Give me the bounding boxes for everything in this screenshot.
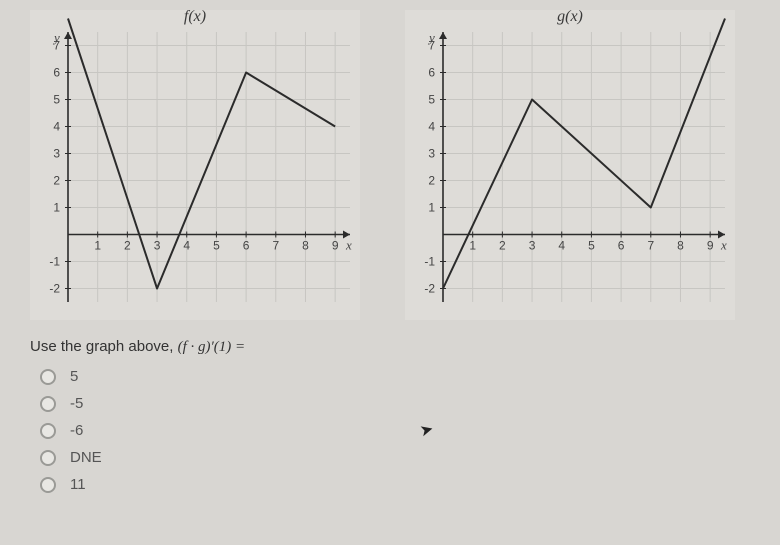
svg-text:-1: -1 — [424, 255, 435, 269]
chart-g-title: g(x) — [557, 8, 583, 26]
option-row[interactable]: DNE — [40, 449, 750, 466]
radio-icon[interactable] — [40, 450, 56, 466]
svg-text:6: 6 — [428, 66, 435, 80]
svg-text:9: 9 — [707, 239, 714, 253]
svg-text:7: 7 — [272, 239, 279, 253]
svg-text:8: 8 — [302, 239, 309, 253]
svg-text:1: 1 — [428, 201, 435, 215]
svg-text:1: 1 — [94, 239, 101, 253]
svg-text:3: 3 — [529, 239, 536, 253]
svg-text:1: 1 — [469, 239, 476, 253]
chart-g-wrap: g(x) 123456789-2-11234567xy — [405, 10, 735, 320]
svg-text:9: 9 — [332, 239, 339, 253]
option-row[interactable]: 11 — [40, 476, 750, 493]
svg-text:3: 3 — [154, 239, 161, 253]
svg-text:4: 4 — [53, 120, 60, 134]
svg-text:-2: -2 — [49, 282, 60, 296]
svg-text:4: 4 — [183, 239, 190, 253]
chart-f: 123456789-2-11234567xy — [30, 10, 360, 320]
svg-text:y: y — [427, 30, 435, 45]
option-label: -5 — [70, 395, 83, 412]
svg-text:8: 8 — [677, 239, 684, 253]
option-row[interactable]: 5 — [40, 368, 750, 385]
options-list: 5 -5 -6 DNE 11 — [30, 368, 750, 493]
radio-icon[interactable] — [40, 369, 56, 385]
svg-text:5: 5 — [213, 239, 220, 253]
svg-text:3: 3 — [428, 147, 435, 161]
svg-text:5: 5 — [53, 93, 60, 107]
svg-text:x: x — [720, 238, 727, 253]
svg-text:2: 2 — [499, 239, 506, 253]
option-label: 5 — [70, 368, 78, 385]
svg-text:2: 2 — [428, 174, 435, 188]
radio-icon[interactable] — [40, 423, 56, 439]
svg-text:6: 6 — [243, 239, 250, 253]
chart-g: 123456789-2-11234567xy — [405, 10, 735, 320]
option-label: -6 — [70, 422, 83, 439]
chart-f-title: f(x) — [184, 8, 206, 26]
svg-text:-1: -1 — [49, 255, 60, 269]
svg-text:3: 3 — [53, 147, 60, 161]
question-math: (f · g)′(1) = — [178, 339, 246, 355]
svg-text:5: 5 — [428, 93, 435, 107]
svg-text:6: 6 — [53, 66, 60, 80]
svg-text:6: 6 — [618, 239, 625, 253]
option-row[interactable]: -6 — [40, 422, 750, 439]
svg-text:1: 1 — [53, 201, 60, 215]
radio-icon[interactable] — [40, 396, 56, 412]
option-row[interactable]: -5 — [40, 395, 750, 412]
svg-text:x: x — [345, 238, 352, 253]
question-area: Use the graph above, (f · g)′(1) = 5 -5 -6… — [0, 320, 780, 493]
svg-text:y: y — [52, 30, 60, 45]
option-label: 11 — [70, 476, 86, 493]
radio-icon[interactable] — [40, 477, 56, 493]
option-label: DNE — [70, 449, 102, 466]
svg-text:2: 2 — [53, 174, 60, 188]
svg-text:7: 7 — [647, 239, 654, 253]
question-text: Use the graph above, (f · g)′(1) = — [30, 338, 750, 356]
chart-f-wrap: f(x) 123456789-2-11234567xy — [30, 10, 360, 320]
svg-text:-2: -2 — [424, 282, 435, 296]
svg-text:2: 2 — [124, 239, 131, 253]
svg-text:4: 4 — [428, 120, 435, 134]
svg-text:4: 4 — [558, 239, 565, 253]
question-prefix: Use the graph above, — [30, 338, 178, 355]
svg-text:5: 5 — [588, 239, 595, 253]
